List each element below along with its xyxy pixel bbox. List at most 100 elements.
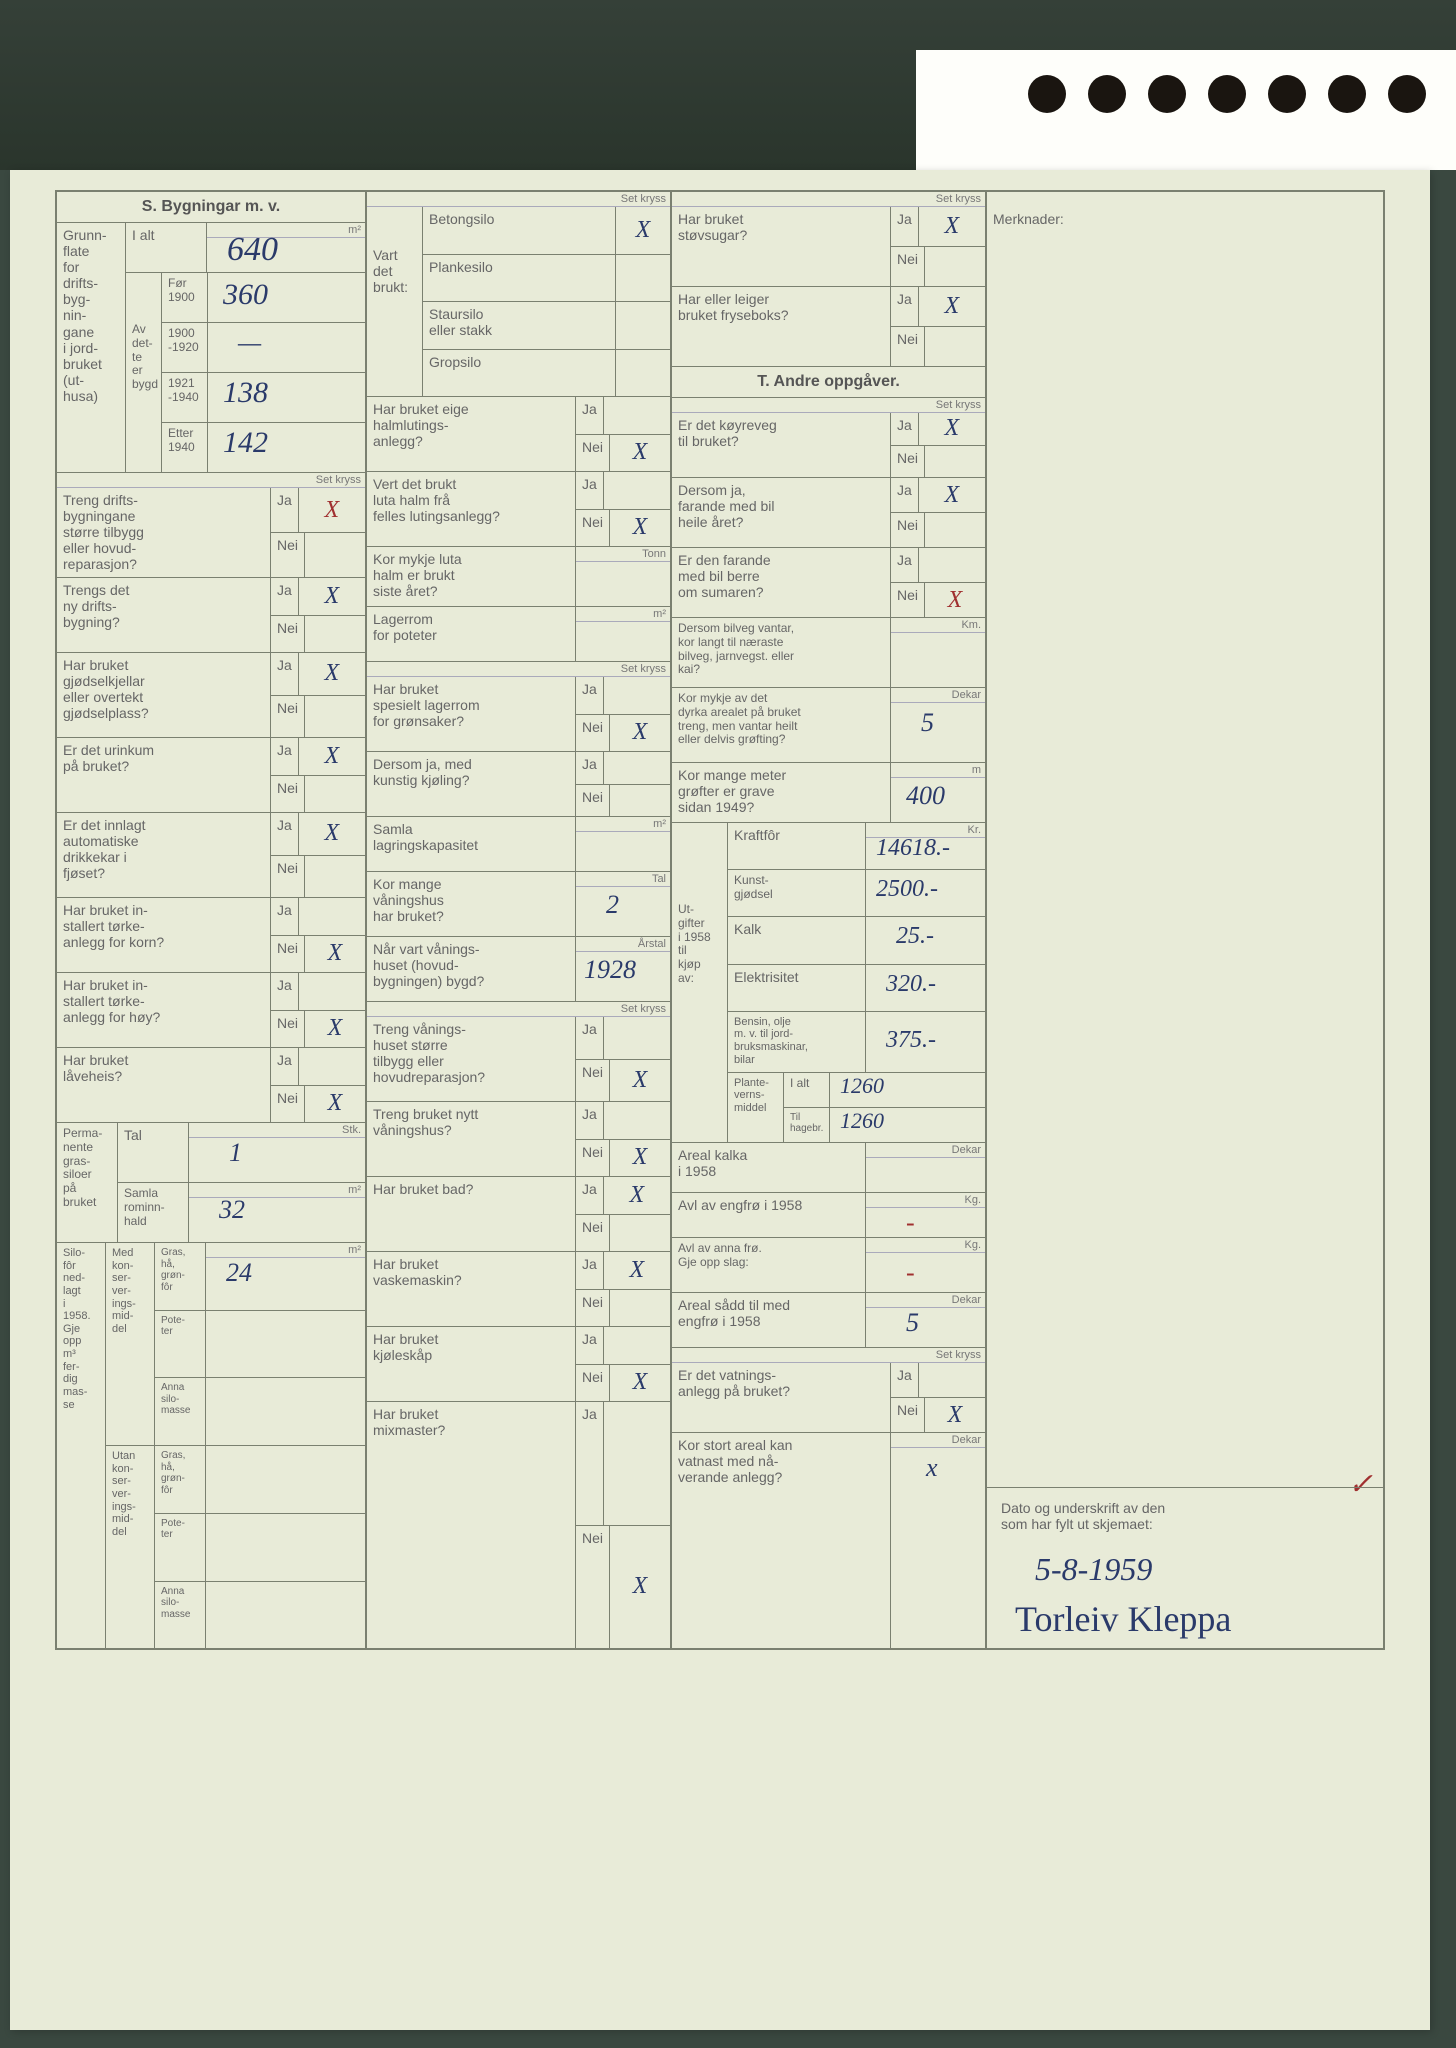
bensin-value: 375.- — [886, 1027, 936, 1054]
halmlutings-label: Har bruket eige halmlutings- anlegg? — [367, 397, 575, 471]
nei-label: Nei — [576, 1140, 609, 1177]
section-s-title: S. Bygningar m. v. — [57, 192, 365, 223]
unit-stk: Stk. — [189, 1123, 365, 1138]
ja-label: Ja — [891, 478, 918, 512]
areal-kalka-label: Areal kalka i 1958 — [672, 1143, 865, 1192]
treng-drifts-label: Treng drifts- bygningane større tilbygg … — [57, 488, 270, 577]
for-1900-label: Før 1900 — [162, 273, 207, 322]
grofter-label: Kor mange meter grøfter er grave sidan 1… — [672, 763, 890, 822]
mixmaster-nei: X — [633, 1573, 648, 1600]
unit-dekar: Dekar — [891, 688, 985, 703]
hagebr-label: Til hagebr. — [784, 1108, 829, 1142]
kalk-label: Kalk — [728, 917, 865, 963]
poteter-label: Pote- ter — [155, 1311, 205, 1378]
nei-label: Nei — [891, 513, 924, 547]
set-kryss-3: Set kryss — [672, 192, 985, 207]
torke-hoy-nei: X — [328, 1015, 343, 1042]
unit-dekar: Dekar — [866, 1293, 985, 1308]
drikkekar-ja: X — [325, 820, 340, 847]
unit-kg: Kg. — [866, 1193, 985, 1208]
torke-hoy-label: Har bruket in- stallert tørke- anlegg fo… — [57, 973, 270, 1047]
utgifter-label: Ut- gifter i 1958 til kjøp av: — [672, 823, 727, 1142]
samla-lagring-label: Samla lagringskapasitet — [367, 817, 575, 871]
gjodsel-label: Har bruket gjødselkjellar eller overtekt… — [57, 653, 270, 737]
ja-label: Ja — [576, 1102, 603, 1139]
anna-fro-label: Avl av anna frø. Gje opp slag: — [672, 1238, 865, 1292]
utan-label: Utan kon- ser- ver- ings- mid- del — [106, 1446, 154, 1648]
i-alt-label: I alt — [126, 223, 206, 272]
stort-areal-label: Kor stort areal kan vatnast med nå- vera… — [672, 1433, 890, 1648]
ja-label: Ja — [271, 653, 298, 695]
perm-tal-label: Tal — [118, 1123, 188, 1182]
vaskemaskin-ja: X — [630, 1257, 645, 1284]
kjoleskap-label: Har bruket kjøleskåp — [367, 1327, 575, 1401]
nei-label: Nei — [271, 1086, 304, 1123]
ja-label: Ja — [891, 207, 918, 246]
koyreveg-label: Er det køyreveg til bruket? — [672, 413, 890, 477]
halmlutings-nei: X — [633, 439, 648, 466]
koyreveg-ja: X — [945, 415, 960, 442]
section-t-title: T. Andre oppgåver. — [672, 367, 985, 398]
staursilo-label: Staursilo eller stakk — [423, 302, 615, 349]
set-kryss-1: Set kryss — [57, 473, 365, 488]
form-grid: S. Bygningar m. v. Grunn- flate for drif… — [55, 190, 1385, 1650]
nei-label: Nei — [271, 776, 304, 813]
bilveg-km-label: Dersom bilveg vantar, kor langt til næra… — [672, 618, 890, 687]
kjoling-label: Dersom ja, med kunstig kjøling? — [367, 752, 575, 816]
merknader-label: Merknader: — [987, 207, 1383, 1487]
lagerrom-pot-label: Lagerrom for poteter — [367, 607, 575, 661]
perm-tal-value: 1 — [229, 1138, 242, 1168]
nei-label: Nei — [891, 327, 924, 366]
ja-label: Ja — [576, 752, 603, 784]
bad-ja: X — [630, 1182, 645, 1209]
ja-label: Ja — [576, 1402, 603, 1525]
column-2: Set kryss Vart det brukt: BetongsiloX Pl… — [367, 192, 672, 1648]
nei-label: Nei — [576, 785, 609, 817]
poteter-label: Pote- ter — [155, 1514, 205, 1581]
column-1: S. Bygningar m. v. Grunn- flate for drif… — [57, 192, 367, 1648]
silofor-label: Silo- fôr ned- lagt i 1958. Gje opp m³ f… — [57, 1243, 105, 1648]
anna-fro-value: - — [906, 1258, 915, 1288]
for-1900-value: 360 — [223, 278, 268, 312]
set-kryss-2b: Set kryss — [367, 662, 670, 677]
nei-label: Nei — [891, 1398, 924, 1432]
p1921-value: 138 — [223, 376, 268, 410]
ja-label: Ja — [271, 578, 298, 615]
unit-tonn: Tonn — [576, 547, 670, 562]
column-4: Merknader: ✓ Dato og underskrift av den … — [987, 192, 1383, 1648]
ja-label: Ja — [271, 488, 298, 532]
vaningshus-tal-label: Kor mange våningshus har bruket? — [367, 872, 575, 936]
anna-label: Anna silo- masse — [155, 1582, 205, 1649]
set-kryss-2c: Set kryss — [367, 1002, 670, 1017]
ja-label: Ja — [271, 738, 298, 775]
gras-label: Gras, hå, grøn- fôr — [155, 1243, 205, 1310]
nei-label: Nei — [271, 616, 304, 653]
etter-1940-value: 142 — [223, 426, 268, 460]
trengs-ny-label: Trengs det ny drifts- bygning? — [57, 578, 270, 652]
engfro-value: - — [906, 1208, 915, 1238]
fryseboks-ja: X — [945, 293, 960, 320]
ja-label: Ja — [576, 397, 603, 434]
areal-sadd-value: 5 — [906, 1308, 919, 1338]
ja-label: Ja — [271, 973, 298, 1010]
farande-bil-ja: X — [945, 482, 960, 509]
nei-label: Nei — [576, 1365, 609, 1402]
lagerrom-gron-nei: X — [633, 719, 648, 746]
unit-m: m — [891, 763, 985, 778]
unit-m2: m² — [206, 1243, 365, 1258]
torke-korn-nei: X — [328, 940, 343, 967]
treng-vanings-nei: X — [633, 1067, 648, 1094]
p1921-label: 1921 -1940 — [162, 373, 207, 422]
lagerrom-gron-label: Har bruket spesielt lagerrom for grønsak… — [367, 677, 575, 751]
mixmaster-label: Har bruket mixmaster? — [367, 1402, 575, 1648]
ja-label: Ja — [576, 1252, 603, 1289]
elektrisitet-label: Elektrisitet — [728, 965, 865, 1011]
nei-label: Nei — [271, 696, 304, 738]
nei-label: Nei — [271, 1011, 304, 1048]
nei-label: Nei — [576, 715, 609, 752]
nytt-vanings-label: Treng bruket nytt våningshus? — [367, 1102, 575, 1176]
ja-label: Ja — [576, 472, 603, 509]
trengs-ny-ja: X — [325, 583, 340, 610]
grunnflate-label: Grunn- flate for drifts- byg- nin- gane … — [57, 223, 125, 472]
gras-label: Gras, hå, grøn- fôr — [155, 1446, 205, 1513]
